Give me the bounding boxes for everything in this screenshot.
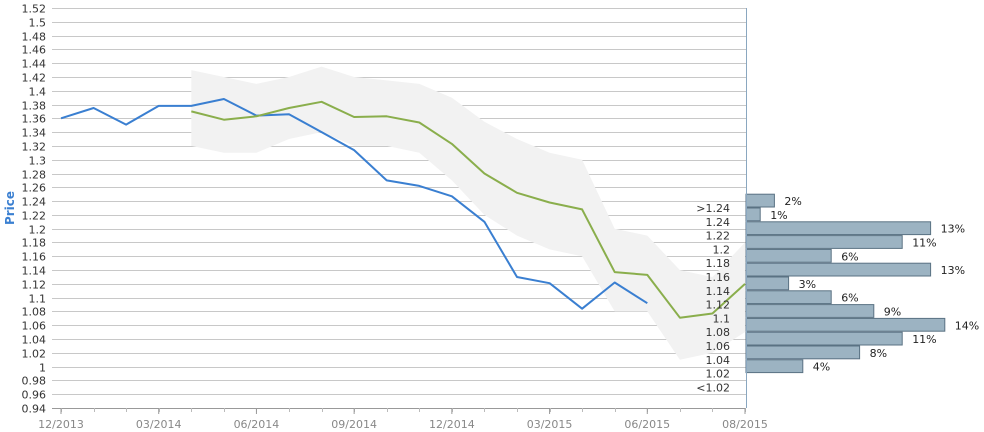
x-tick-label: 06/2014 — [234, 418, 280, 431]
histogram-bar — [745, 359, 804, 374]
histogram-value-label: 8% — [870, 347, 887, 360]
histogram-value-label: 13% — [941, 223, 965, 236]
y-tick-label: 1.52 — [22, 3, 47, 16]
axes: 0.940.960.9811.021.041.061.081.11.121.14… — [22, 3, 768, 432]
x-tick-label: 03/2014 — [136, 418, 182, 431]
histogram-bin-label: 1.14 — [706, 285, 731, 298]
histogram-bar — [745, 345, 861, 360]
y-tick-label: 1.36 — [22, 113, 47, 126]
y-tick-label: 1 — [39, 362, 46, 375]
x-tick-label: 08/2015 — [722, 418, 768, 431]
y-axis-label: Price — [3, 191, 17, 225]
x-tick-label: 09/2014 — [331, 418, 377, 431]
x-tick-label: 12/2014 — [429, 418, 475, 431]
histogram-value-label: 3% — [799, 278, 816, 291]
y-tick-label: 1.1 — [29, 293, 47, 306]
y-tick-label: 1.42 — [22, 72, 47, 85]
histogram-bar — [745, 235, 903, 249]
histogram-bar — [745, 193, 775, 208]
histogram-value-label: 9% — [884, 306, 901, 319]
forecast-band — [191, 66, 746, 360]
series-line-1 — [60, 98, 648, 310]
y-tick-label: 1.4 — [29, 86, 47, 99]
histogram-bin-label: 1.18 — [706, 257, 731, 270]
y-tick-label: 1.04 — [22, 334, 47, 347]
histogram-bin-label: 1.02 — [706, 368, 731, 381]
series-line-2 — [191, 100, 746, 319]
grid-lines — [52, 8, 746, 409]
y-tick-label: 1.06 — [22, 320, 47, 333]
y-tick-label: 1.2 — [29, 224, 47, 237]
y-tick-label: 1.48 — [22, 31, 47, 44]
histogram-value-label: 6% — [841, 250, 858, 263]
y-tick-label: 0.94 — [22, 403, 47, 416]
histogram-bar — [745, 317, 946, 332]
x-tick-label: 12/2013 — [38, 418, 84, 431]
series-lines — [60, 98, 746, 319]
histogram-bin-label: 1.2 — [713, 243, 731, 256]
histogram-bin-label: >1.24 — [696, 202, 730, 215]
y-tick-label: 1.46 — [22, 44, 47, 57]
histogram-bin-label: 1.24 — [706, 216, 731, 229]
y-tick-label: 0.96 — [22, 389, 47, 402]
band-area — [191, 66, 746, 360]
histogram-value-label: 1% — [770, 209, 787, 222]
histogram-value-label: 2% — [784, 195, 801, 208]
histogram: 2% >1.24 1% 1.24 13% 1.22 11% 1.2 6% 1.18 13% 1.16 3… — [696, 193, 979, 394]
y-tick-label: 1.22 — [22, 210, 47, 223]
histogram-bar — [745, 207, 761, 222]
histogram-value-label: 11% — [912, 237, 936, 250]
y-tick-label: 1.18 — [22, 237, 47, 250]
histogram-bar — [745, 331, 903, 346]
histogram-bar — [745, 221, 932, 236]
x-tick-label: 06/2015 — [624, 418, 670, 431]
histogram-bar — [745, 290, 832, 305]
y-tick-label: 1.38 — [22, 100, 47, 113]
histogram-value-label: 11% — [912, 333, 936, 346]
y-tick-label: 1.34 — [22, 127, 47, 140]
histogram-bin-label: 1.1 — [713, 312, 731, 325]
histogram-value-label: 4% — [813, 361, 830, 374]
y-tick-label: 1.14 — [22, 265, 47, 278]
histogram-bar — [745, 262, 932, 277]
histogram-bin-label: 1.04 — [706, 354, 731, 367]
y-tick-label: 0.98 — [22, 375, 47, 388]
y-tick-label: 1.24 — [22, 196, 47, 209]
y-tick-label: 1.02 — [22, 348, 47, 361]
histogram-value-label: 14% — [955, 319, 979, 332]
y-tick-label: 1.16 — [22, 251, 47, 264]
y-tick-label: 1.32 — [22, 141, 47, 154]
histogram-value-label: 6% — [841, 292, 858, 305]
histogram-bin-label: <1.02 — [696, 381, 730, 394]
histogram-bin-label: 1.16 — [706, 271, 731, 284]
y-tick-label: 1.5 — [29, 17, 47, 30]
y-tick-label: 1.08 — [22, 306, 47, 319]
y-tick-label: 1.12 — [22, 279, 47, 292]
histogram-bar — [745, 304, 875, 318]
histogram-bin-label: 1.06 — [706, 340, 731, 353]
histogram-value-label: 13% — [941, 264, 965, 277]
y-tick-label: 1.28 — [22, 169, 47, 182]
y-tick-label: 1.3 — [29, 155, 47, 168]
y-tick-label: 1.26 — [22, 182, 47, 195]
histogram-bin-label: 1.22 — [706, 230, 731, 243]
histogram-bin-label: 1.12 — [706, 299, 731, 312]
x-tick-label: 03/2015 — [527, 418, 573, 431]
histogram-bar — [745, 248, 832, 263]
y-tick-label: 1.44 — [22, 58, 47, 71]
histogram-bar — [745, 276, 790, 291]
histogram-bin-label: 1.08 — [706, 326, 731, 339]
